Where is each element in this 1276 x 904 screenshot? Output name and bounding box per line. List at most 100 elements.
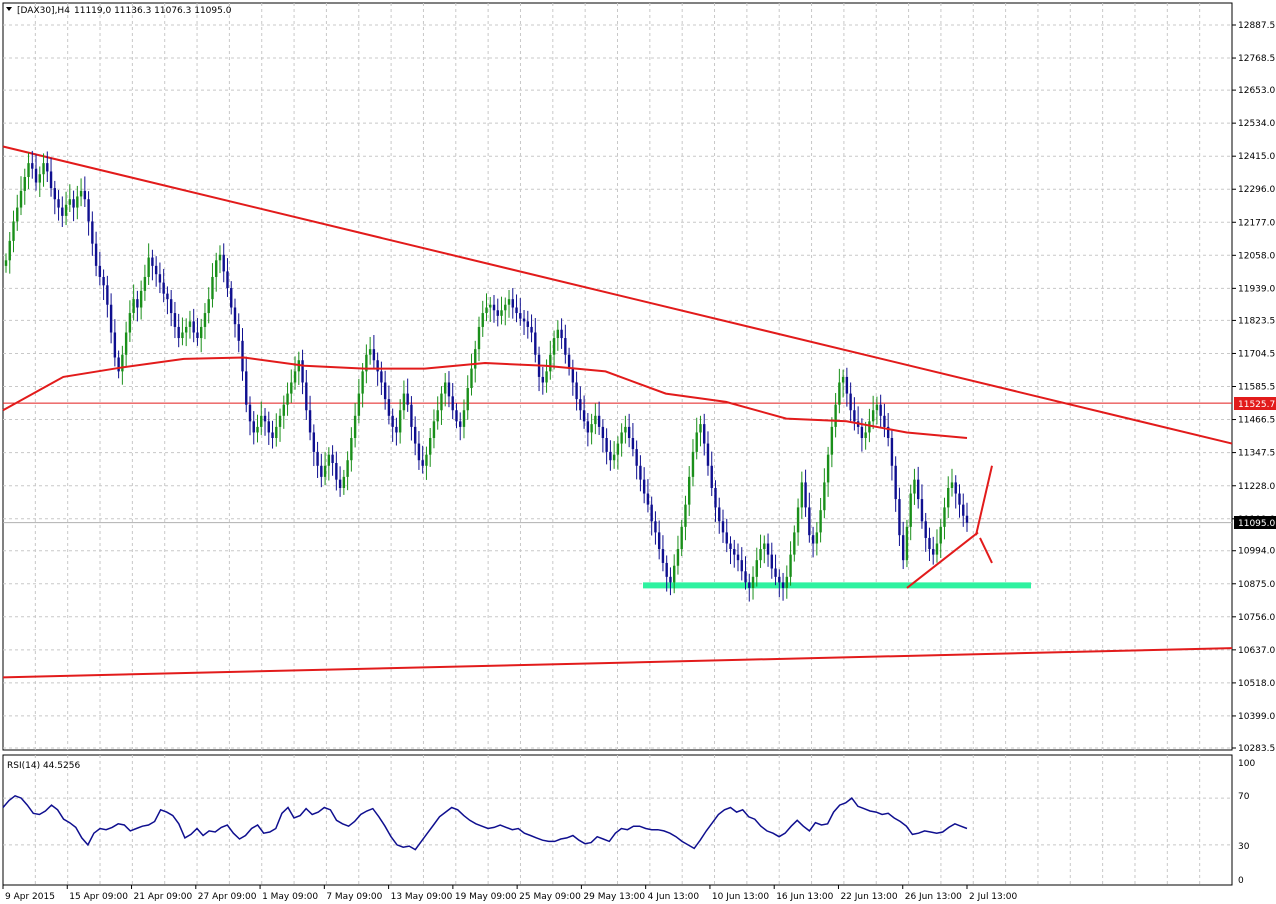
price-tick-label: 12058.0	[1238, 251, 1275, 261]
candle-body	[507, 299, 511, 305]
candle-body	[207, 299, 210, 314]
candle-body	[166, 293, 169, 300]
candle-body	[196, 332, 199, 339]
candle-body	[950, 482, 954, 488]
candle-body	[868, 421, 871, 433]
time-tick-label: 22 Jun 13:00	[840, 892, 897, 902]
candle-body	[395, 426, 398, 433]
candle-body	[12, 221, 15, 241]
candle-body	[192, 321, 195, 333]
candle-body	[680, 526, 683, 550]
candle-body	[676, 549, 680, 566]
candle-body	[699, 424, 702, 433]
candle-body	[436, 410, 439, 422]
candle-body	[575, 382, 578, 400]
price-tick-label: 12653.0	[1238, 86, 1275, 96]
candle-body	[616, 443, 620, 455]
candle-body	[184, 326, 188, 333]
candle-body	[226, 271, 229, 289]
axis-layer: 12887.5 12768.5 12653.0 12534.0 12415.0 12296…	[2, 21, 1275, 902]
candle-body	[688, 476, 691, 505]
candle-body	[338, 479, 342, 488]
price-tick-label: 10875.0	[1238, 580, 1275, 590]
candle-body	[947, 487, 950, 508]
price-tick-label: 12296.0	[1238, 185, 1275, 195]
collapse-triangle-icon[interactable]	[6, 7, 12, 11]
candle-body	[23, 177, 26, 191]
rsi-line	[2, 794, 968, 851]
rsi-layer	[2, 794, 1232, 851]
candle-body	[16, 207, 19, 222]
candle-body	[631, 438, 635, 450]
candle-body	[346, 460, 349, 477]
candle-body	[909, 493, 912, 527]
candle-body	[57, 199, 60, 208]
candle-body	[455, 410, 458, 422]
price-tick-label: 11704.5	[1238, 349, 1275, 359]
candle-body	[27, 163, 30, 178]
candle-body	[545, 371, 548, 383]
candle-body	[657, 532, 661, 550]
candle-body	[398, 410, 402, 433]
candle-body	[567, 354, 571, 369]
time-tick-label: 16 Jun 13:00	[776, 892, 833, 902]
price-tick-label: 10756.0	[1238, 613, 1275, 623]
candle-body	[368, 349, 372, 355]
candle-body	[421, 460, 424, 466]
candle-body	[241, 340, 244, 372]
candle-body	[79, 190, 83, 197]
candle-body	[871, 410, 875, 422]
price-tick-label: 11466.5	[1238, 416, 1275, 426]
candle-body	[136, 299, 139, 308]
price-tick-label: 12534.0	[1238, 119, 1275, 129]
candle-body	[684, 504, 687, 527]
time-tick-label: 1 May 09:00	[262, 892, 318, 902]
candle-body	[845, 376, 849, 394]
candle-body	[462, 410, 466, 427]
candle-body	[789, 554, 792, 577]
candle-body	[530, 326, 533, 333]
candle-body	[496, 310, 499, 316]
candle-body	[654, 521, 657, 533]
candle-body	[147, 257, 150, 277]
candle-body	[485, 307, 488, 314]
candle-body	[718, 507, 721, 522]
candle-body	[759, 549, 762, 561]
horizontal-line-badge-label: 11525.7	[1238, 400, 1275, 410]
candle-body	[838, 382, 841, 405]
candle-body	[586, 421, 590, 433]
candle-body	[151, 257, 154, 266]
candle-body	[365, 354, 368, 372]
candle-body	[597, 415, 601, 427]
time-tick-label: 4 Jun 13:00	[648, 892, 700, 902]
time-tick-label: 19 May 09:00	[455, 892, 517, 902]
time-tick-label: 25 May 09:00	[519, 892, 581, 902]
candle-body	[755, 560, 758, 577]
candle-body	[826, 454, 830, 483]
candle-body	[890, 438, 894, 466]
candle-body	[474, 349, 477, 369]
price-tick-label: 11347.5	[1238, 449, 1275, 459]
candle-body	[98, 265, 102, 277]
candle-body	[470, 368, 473, 389]
candle-body	[883, 415, 886, 427]
candle-body	[440, 393, 443, 411]
candle-body	[650, 504, 653, 522]
candle-body	[109, 304, 113, 333]
candle-body	[353, 415, 357, 439]
candle-body	[316, 451, 319, 466]
projection-down-line	[979, 537, 993, 564]
symbol-label: [DAX30],H4	[17, 6, 70, 16]
candle-body	[770, 554, 773, 569]
candle-body	[237, 324, 240, 341]
candle-body	[218, 254, 222, 261]
candle-body	[222, 254, 225, 272]
candle-body	[601, 426, 605, 439]
candle-body	[736, 554, 740, 561]
candle-body	[958, 493, 961, 505]
candle-body	[211, 276, 214, 300]
candle-body	[293, 371, 297, 383]
candle-layer	[4, 150, 969, 602]
candle-body	[8, 240, 11, 261]
candle-body	[444, 382, 447, 394]
